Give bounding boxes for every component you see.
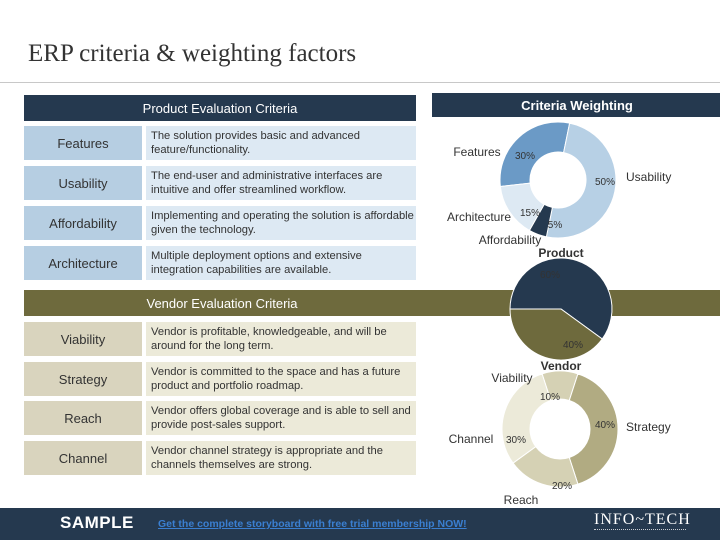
criterion-description: Vendor offers global coverage and is abl…: [146, 401, 416, 435]
category-label-channel: Channel: [449, 432, 494, 446]
criterion-label: Affordability: [24, 206, 142, 240]
category-label-architecture: Architecture: [447, 210, 511, 224]
data-label-affordability: 5%: [548, 220, 563, 231]
criterion-description: Vendor channel strategy is appropriate a…: [146, 441, 416, 475]
slice-channel: [501, 373, 552, 464]
data-label-strategy: 40%: [595, 420, 615, 431]
criterion-label: Reach: [24, 401, 142, 435]
data-label-viability: 10%: [540, 392, 560, 403]
slice-vendor: [509, 308, 603, 361]
criterion-label: Features: [24, 126, 142, 160]
slice-architecture: [499, 182, 545, 232]
criterion-description: The end-user and administrative interfac…: [146, 166, 416, 200]
vendor-row-reach: Reach Vendor offers global coverage and …: [24, 401, 416, 435]
data-label-vendor: 40%: [563, 340, 583, 351]
criterion-description: Multiple deployment options and extensiv…: [146, 246, 416, 280]
footer-bar: [0, 508, 720, 540]
slice-features: [499, 121, 571, 188]
category-label-viability: Viability: [491, 371, 532, 385]
category-label-usability: Usability: [626, 170, 671, 184]
data-label-usability: 50%: [595, 177, 615, 188]
logo-underline: [594, 529, 686, 532]
category-label-features: Features: [453, 145, 500, 159]
category-label-affordability: Affordability: [479, 233, 541, 247]
criterion-label: Usability: [24, 166, 142, 200]
criterion-label: Channel: [24, 441, 142, 475]
data-label-architecture: 15%: [520, 208, 540, 219]
criterion-description: Implementing and operating the solution …: [146, 206, 416, 240]
product-row-architecture: Architecture Multiple deployment options…: [24, 246, 416, 280]
product-row-usability: Usability The end-user and administrativ…: [24, 166, 416, 200]
category-label-vendor: Vendor: [541, 359, 582, 373]
vendor-row-strategy: Strategy Vendor is committed to the spac…: [24, 362, 416, 396]
vendor-row-viability: Viability Vendor is profitable, knowledg…: [24, 322, 416, 356]
criterion-description: Vendor is committed to the space and has…: [146, 362, 416, 396]
criterion-label: Viability: [24, 322, 142, 356]
vendor-row-channel: Channel Vendor channel strategy is appro…: [24, 441, 416, 475]
category-label-strategy: Strategy: [626, 420, 671, 434]
infotech-logo: INFO~TECH: [594, 511, 691, 528]
product-row-affordability: Affordability Implementing and operating…: [24, 206, 416, 240]
slice-strategy: [568, 373, 619, 485]
trial-membership-link[interactable]: Get the complete storyboard with free tr…: [158, 518, 467, 530]
product-row-features: Features The solution provides basic and…: [24, 126, 416, 160]
slice-usability: [545, 122, 617, 239]
criterion-label: Strategy: [24, 362, 142, 396]
sample-watermark: SAMPLE: [60, 513, 134, 532]
product-criteria-header: Product Evaluation Criteria: [24, 95, 416, 121]
data-label-channel: 30%: [506, 435, 526, 446]
data-label-product: 60%: [540, 270, 560, 281]
title-divider: [0, 82, 720, 83]
criteria-weighting-header: Criteria Weighting: [432, 93, 720, 117]
slide-title: ERP criteria & weighting factors: [28, 40, 357, 67]
slice-product: [509, 257, 613, 340]
criterion-label: Architecture: [24, 246, 142, 280]
criterion-description: The solution provides basic and advanced…: [146, 126, 416, 160]
data-label-features: 30%: [515, 151, 535, 162]
category-label-reach: Reach: [504, 493, 539, 507]
data-label-reach: 20%: [552, 481, 572, 492]
criterion-description: Vendor is profitable, knowledgeable, and…: [146, 322, 416, 356]
vendor-criteria-header-text: Vendor Evaluation Criteria: [146, 295, 298, 311]
category-label-product: Product: [538, 246, 583, 260]
